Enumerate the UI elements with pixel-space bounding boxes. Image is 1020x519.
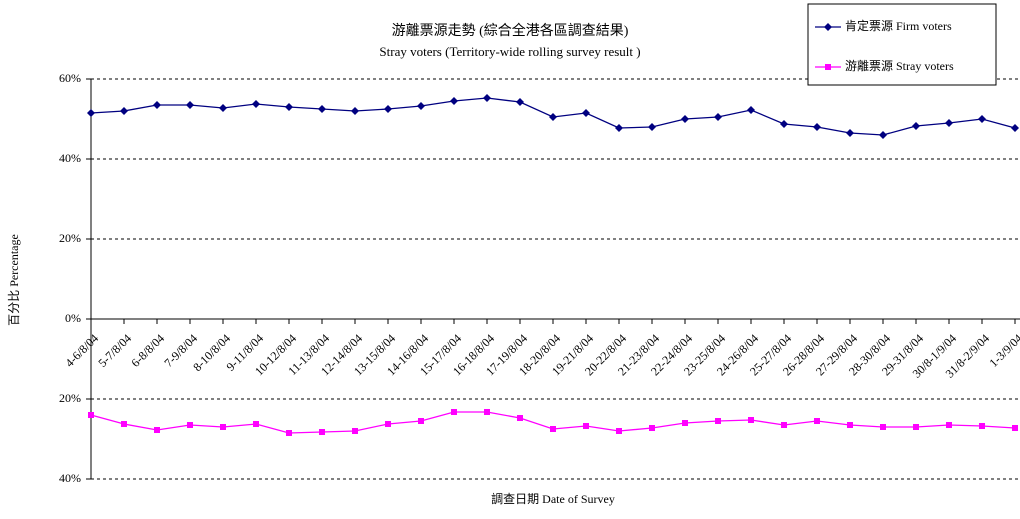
point — [978, 115, 986, 123]
point — [418, 418, 424, 424]
point — [219, 104, 227, 112]
point — [616, 428, 622, 434]
y-tick-label: 20% — [59, 391, 81, 405]
x-tick-label: 6-8/8/04 — [128, 331, 167, 370]
point — [352, 428, 358, 434]
x-tick-label: 5-7/8/04 — [95, 331, 134, 370]
point — [319, 429, 325, 435]
point — [748, 417, 754, 423]
point — [847, 422, 853, 428]
point — [648, 123, 656, 131]
point — [880, 424, 886, 430]
point — [286, 430, 292, 436]
point — [1011, 124, 1019, 132]
y-tick-label: 20% — [59, 231, 81, 245]
point — [450, 97, 458, 105]
point — [945, 119, 953, 127]
point — [484, 409, 490, 415]
point — [824, 23, 832, 31]
point — [87, 109, 95, 117]
point — [946, 422, 952, 428]
x-tick-label: 4-6/8/04 — [62, 331, 101, 370]
y-tick-label: 40% — [59, 471, 81, 485]
point — [582, 109, 590, 117]
point — [550, 426, 556, 432]
point — [88, 412, 94, 418]
point — [814, 418, 820, 424]
point — [417, 102, 425, 110]
point — [252, 100, 260, 108]
point — [318, 105, 326, 113]
point — [825, 64, 831, 70]
point — [120, 107, 128, 115]
point — [451, 409, 457, 415]
legend-box — [807, 3, 997, 86]
point — [879, 131, 887, 139]
legend-label: 肯定票源 Firm voters — [845, 18, 952, 33]
y-axis-label: 百分比 Percentage — [7, 234, 21, 326]
point — [483, 94, 491, 102]
point — [384, 105, 392, 113]
point — [979, 423, 985, 429]
point — [285, 103, 293, 111]
y-tick-label: 40% — [59, 151, 81, 165]
point — [516, 98, 524, 106]
point — [615, 124, 623, 132]
point — [813, 123, 821, 131]
point — [913, 424, 919, 430]
point — [385, 421, 391, 427]
point — [780, 120, 788, 128]
point — [1012, 425, 1018, 431]
point — [912, 122, 920, 130]
point — [186, 101, 194, 109]
point — [517, 415, 523, 421]
point — [681, 115, 689, 123]
point — [715, 418, 721, 424]
point — [747, 106, 755, 114]
point — [583, 423, 589, 429]
legend-label: 游離票源 Stray voters — [845, 59, 954, 73]
y-tick-label: 0% — [65, 311, 81, 325]
point — [153, 101, 161, 109]
point — [846, 129, 854, 137]
point — [649, 425, 655, 431]
point — [121, 421, 127, 427]
point — [714, 113, 722, 121]
chart-title: 游離票源走勢 (綜合全港各區調查結果) — [392, 22, 629, 39]
point — [549, 113, 557, 121]
point — [351, 107, 359, 115]
x-tick-label: 1-3/9/04 — [986, 331, 1020, 370]
x-axis-label: 調查日期 Date of Survey — [491, 492, 615, 506]
chart-subtitle: Stray voters (Territory-wide rolling sur… — [379, 44, 640, 59]
point — [781, 422, 787, 428]
point — [154, 427, 160, 433]
point — [187, 422, 193, 428]
point — [220, 424, 226, 430]
point — [253, 421, 259, 427]
point — [682, 420, 688, 426]
y-tick-label: 60% — [59, 71, 81, 85]
